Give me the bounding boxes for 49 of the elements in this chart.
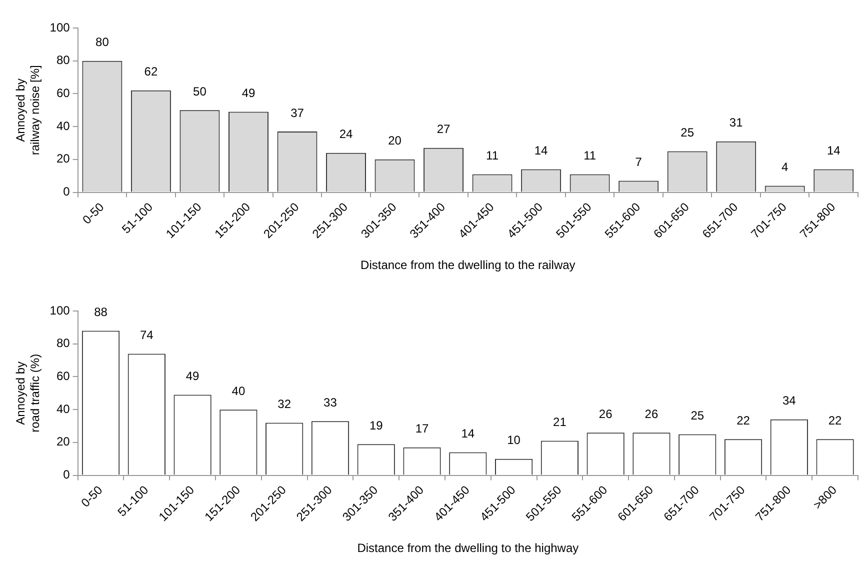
data-label: 88 bbox=[94, 305, 108, 320]
data-label: 7 bbox=[635, 155, 642, 170]
data-label: 74 bbox=[140, 328, 154, 342]
y-axis-title: Annoyed by railway noise [%] bbox=[14, 65, 42, 156]
data-label: 26 bbox=[598, 406, 613, 421]
data-label: 19 bbox=[369, 418, 384, 432]
data-label: 22 bbox=[828, 413, 842, 428]
data-label: 49 bbox=[186, 369, 200, 384]
y-tick-label: 0 bbox=[63, 468, 70, 482]
y-tick-label: 20 bbox=[56, 152, 70, 166]
data-label: 10 bbox=[507, 433, 521, 448]
data-label: 33 bbox=[324, 395, 338, 410]
data-label: 25 bbox=[690, 408, 704, 423]
data-label: 21 bbox=[553, 415, 567, 430]
x-axis-title: Distance from the dwelling to the highway bbox=[357, 541, 579, 556]
y-tick-label: 40 bbox=[56, 402, 70, 416]
data-label: 14 bbox=[534, 144, 548, 158]
y-tick-label: 60 bbox=[56, 369, 70, 384]
data-label: 34 bbox=[782, 394, 796, 408]
x-axis-title: Distance from the dwelling to the railway bbox=[360, 258, 576, 272]
data-label: 11 bbox=[584, 148, 596, 163]
y-tick-label: 80 bbox=[56, 336, 70, 350]
data-label: 11 bbox=[486, 148, 499, 163]
y-axis-title: Annoyed by road traffic (%) bbox=[14, 354, 42, 432]
data-label: 62 bbox=[144, 64, 158, 79]
data-label: 31 bbox=[729, 116, 744, 130]
data-label: 22 bbox=[736, 413, 750, 428]
y-tick-label: 0 bbox=[63, 184, 70, 199]
data-label: 20 bbox=[388, 134, 402, 148]
data-label: 80 bbox=[96, 35, 110, 50]
y-tick-label: 20 bbox=[56, 434, 70, 449]
y-tick-label: 80 bbox=[56, 53, 70, 68]
y-tick-label: 100 bbox=[50, 303, 70, 318]
data-label: 50 bbox=[193, 84, 207, 98]
data-label: 24 bbox=[339, 127, 353, 142]
data-label: 25 bbox=[680, 126, 694, 140]
data-label: 14 bbox=[826, 144, 841, 158]
data-label: 26 bbox=[644, 406, 658, 421]
data-label: 4 bbox=[782, 160, 789, 174]
data-label: 17 bbox=[415, 422, 430, 436]
data-label: 49 bbox=[242, 86, 256, 100]
data-label: 32 bbox=[278, 397, 292, 412]
y-tick-label: 40 bbox=[56, 118, 70, 133]
data-label: 37 bbox=[290, 106, 304, 120]
data-label: 27 bbox=[436, 122, 451, 136]
data-label: 40 bbox=[232, 384, 246, 398]
y-tick-label: 100 bbox=[50, 20, 70, 34]
y-tick-label: 60 bbox=[56, 86, 70, 100]
data-label: 14 bbox=[461, 426, 475, 441]
